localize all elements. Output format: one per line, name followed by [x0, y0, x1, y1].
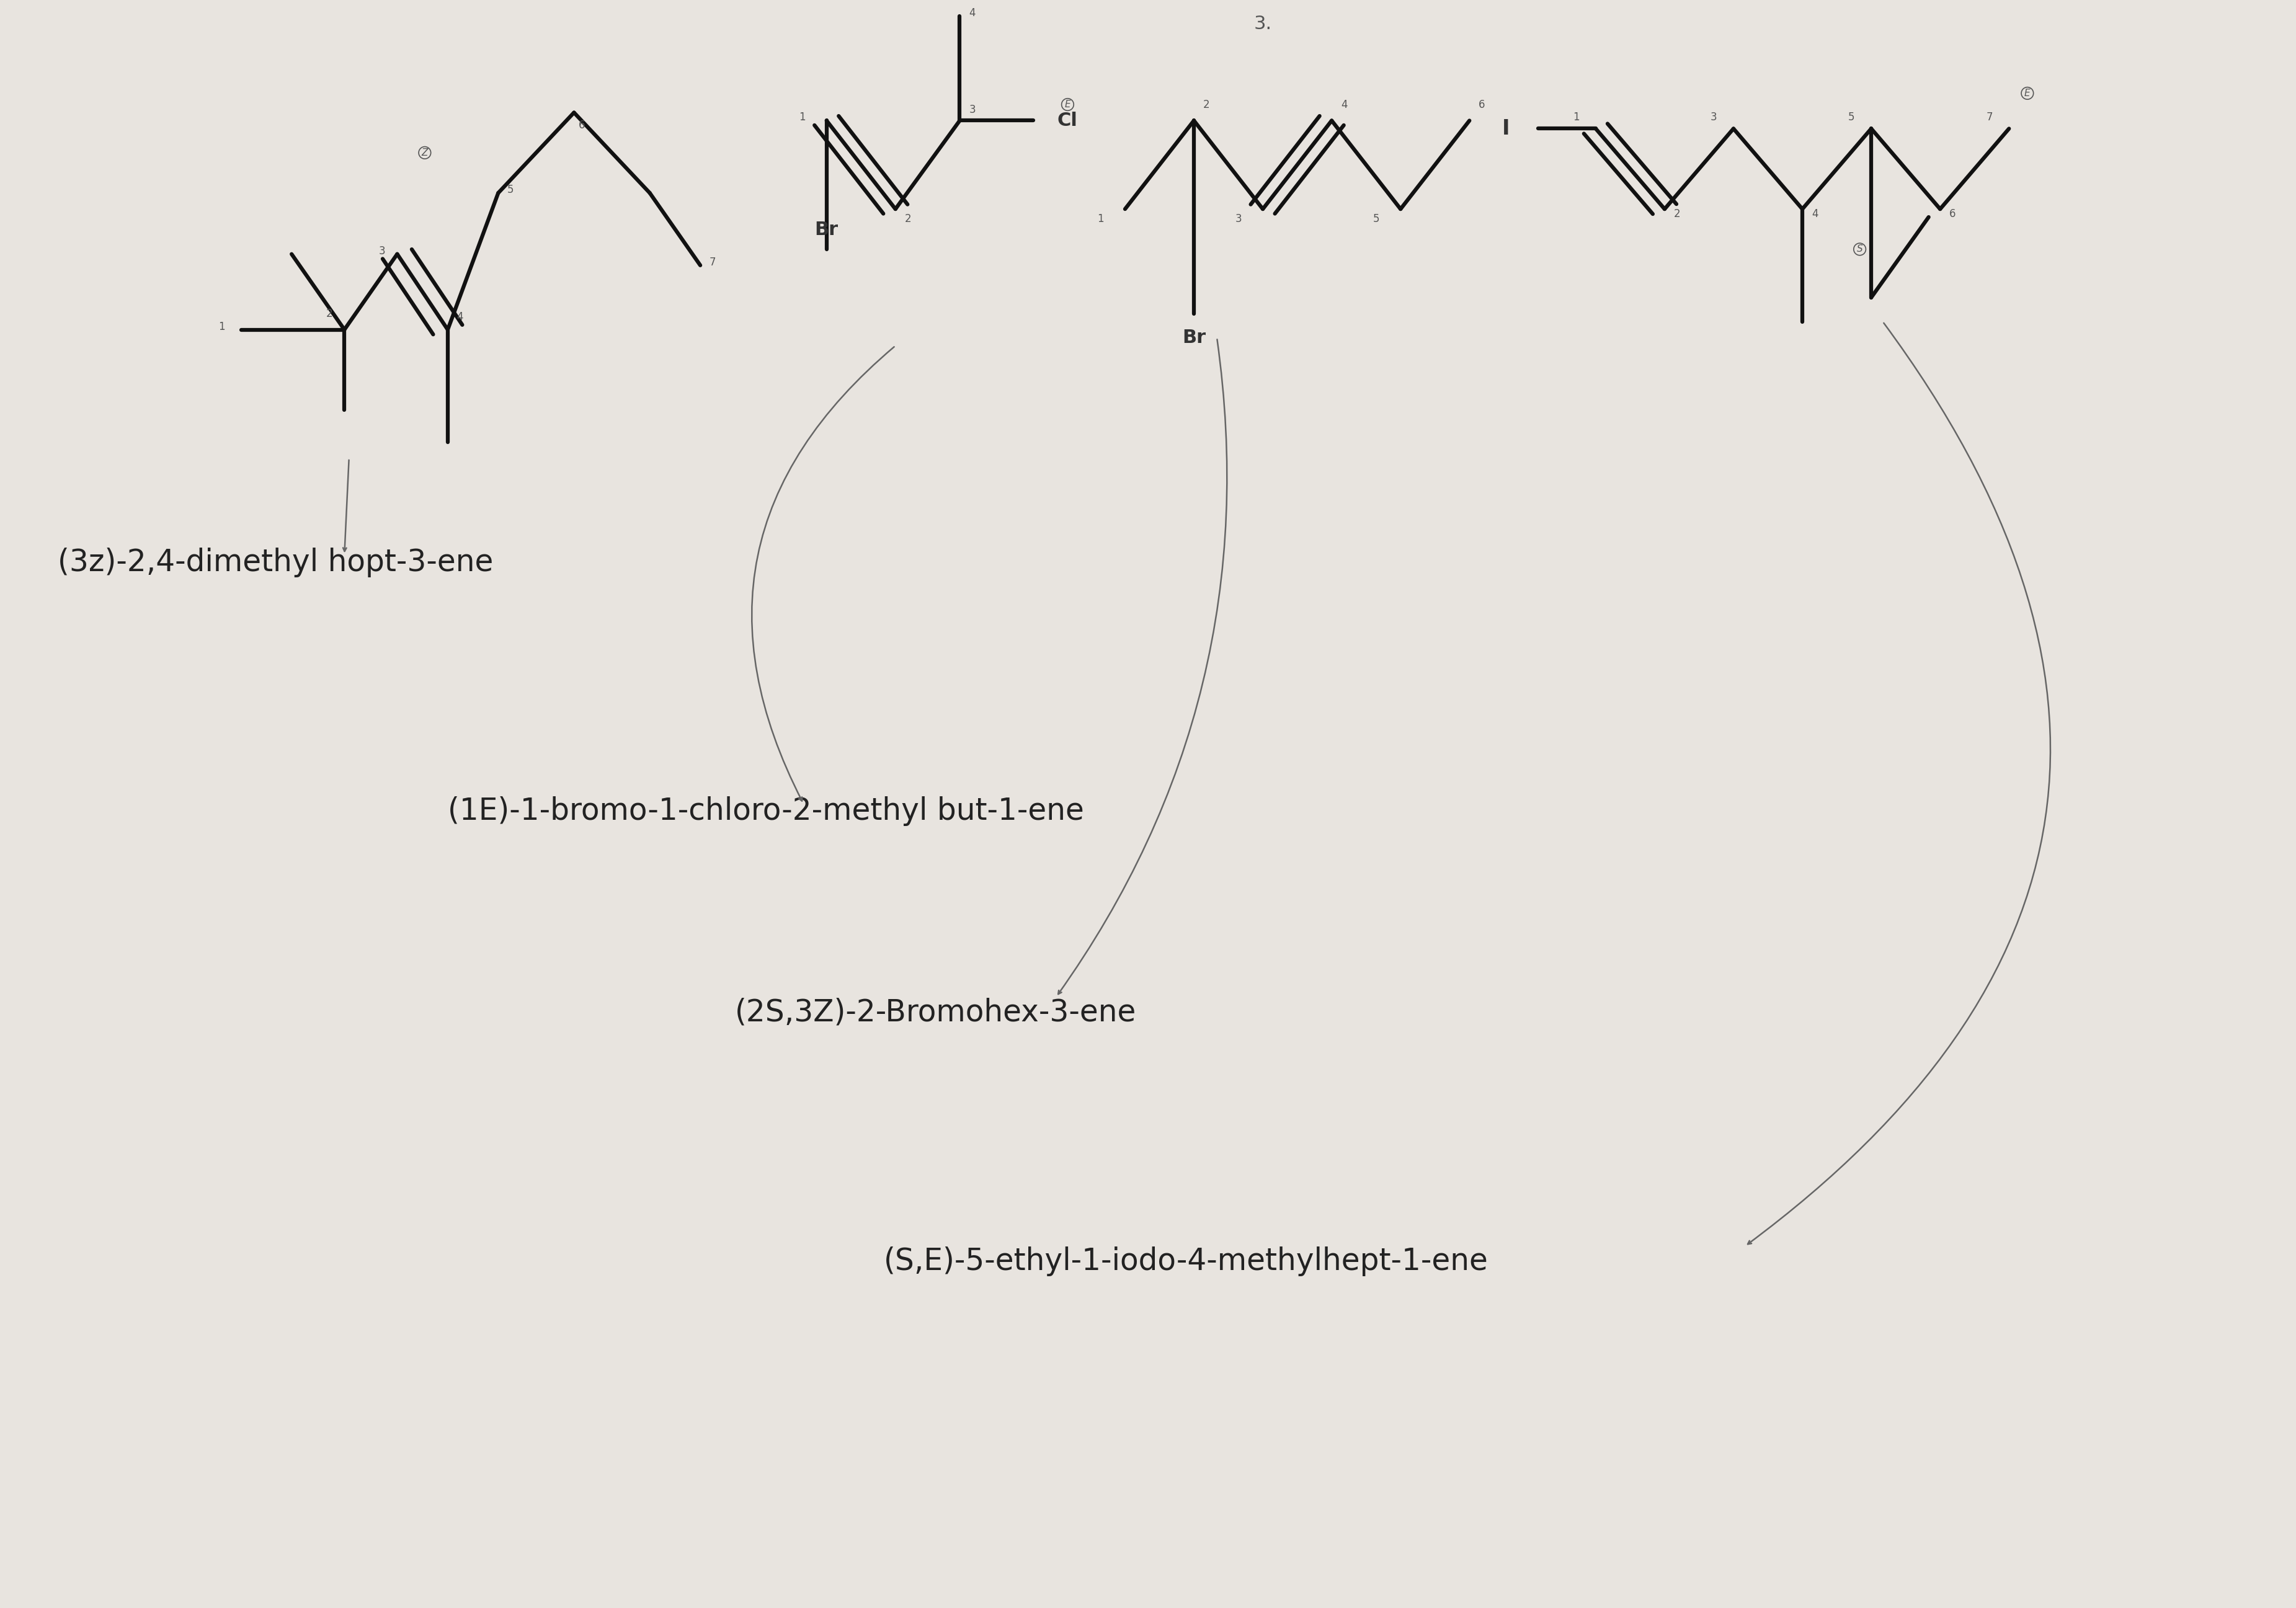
Text: 4: 4 — [1341, 100, 1348, 111]
Text: 2: 2 — [1674, 209, 1681, 220]
Text: 2: 2 — [326, 309, 333, 320]
Text: 3: 3 — [1711, 113, 1717, 124]
Text: 3.: 3. — [1254, 14, 1272, 32]
Text: Br: Br — [815, 220, 838, 240]
Text: 5: 5 — [507, 185, 514, 196]
Text: 3: 3 — [379, 246, 386, 257]
Text: (2S,3Z)-2-Bromohex-3-ene: (2S,3Z)-2-Bromohex-3-ene — [735, 997, 1137, 1028]
Text: 5: 5 — [1373, 214, 1380, 225]
Text: 2: 2 — [1203, 100, 1210, 111]
Text: 4: 4 — [1812, 209, 1818, 220]
Text: 6: 6 — [1479, 100, 1486, 111]
Text: 1: 1 — [1097, 214, 1104, 225]
Text: 6: 6 — [579, 121, 585, 132]
Text: Z: Z — [422, 148, 427, 158]
Text: 1: 1 — [1573, 113, 1580, 124]
Text: 2: 2 — [905, 214, 912, 225]
Text: Br: Br — [1182, 328, 1205, 347]
Text: 7: 7 — [1986, 113, 1993, 124]
Text: (1E)-1-bromo-1-chloro-2-methyl but-1-ene: (1E)-1-bromo-1-chloro-2-methyl but-1-ene — [448, 796, 1084, 827]
Text: 6: 6 — [1949, 209, 1956, 220]
Text: (S,E)-5-ethyl-1-iodo-4-methylhept-1-ene: (S,E)-5-ethyl-1-iodo-4-methylhept-1-ene — [884, 1246, 1488, 1277]
Text: 1: 1 — [799, 113, 806, 124]
Text: Cl: Cl — [1058, 111, 1077, 130]
Text: E: E — [1065, 100, 1070, 109]
Text: 4: 4 — [969, 8, 976, 19]
Text: 3: 3 — [1235, 214, 1242, 225]
Text: 4: 4 — [457, 312, 464, 323]
Text: 7: 7 — [709, 257, 716, 269]
Text: 3: 3 — [969, 105, 976, 116]
Text: 5: 5 — [1848, 113, 1855, 124]
Text: S: S — [1857, 244, 1862, 254]
Text: (3z)-2,4-dimethyl hopt-3-ene: (3z)-2,4-dimethyl hopt-3-ene — [57, 547, 494, 577]
Text: I: I — [1502, 119, 1511, 138]
Text: 1: 1 — [218, 322, 225, 333]
Text: E: E — [2025, 88, 2030, 98]
